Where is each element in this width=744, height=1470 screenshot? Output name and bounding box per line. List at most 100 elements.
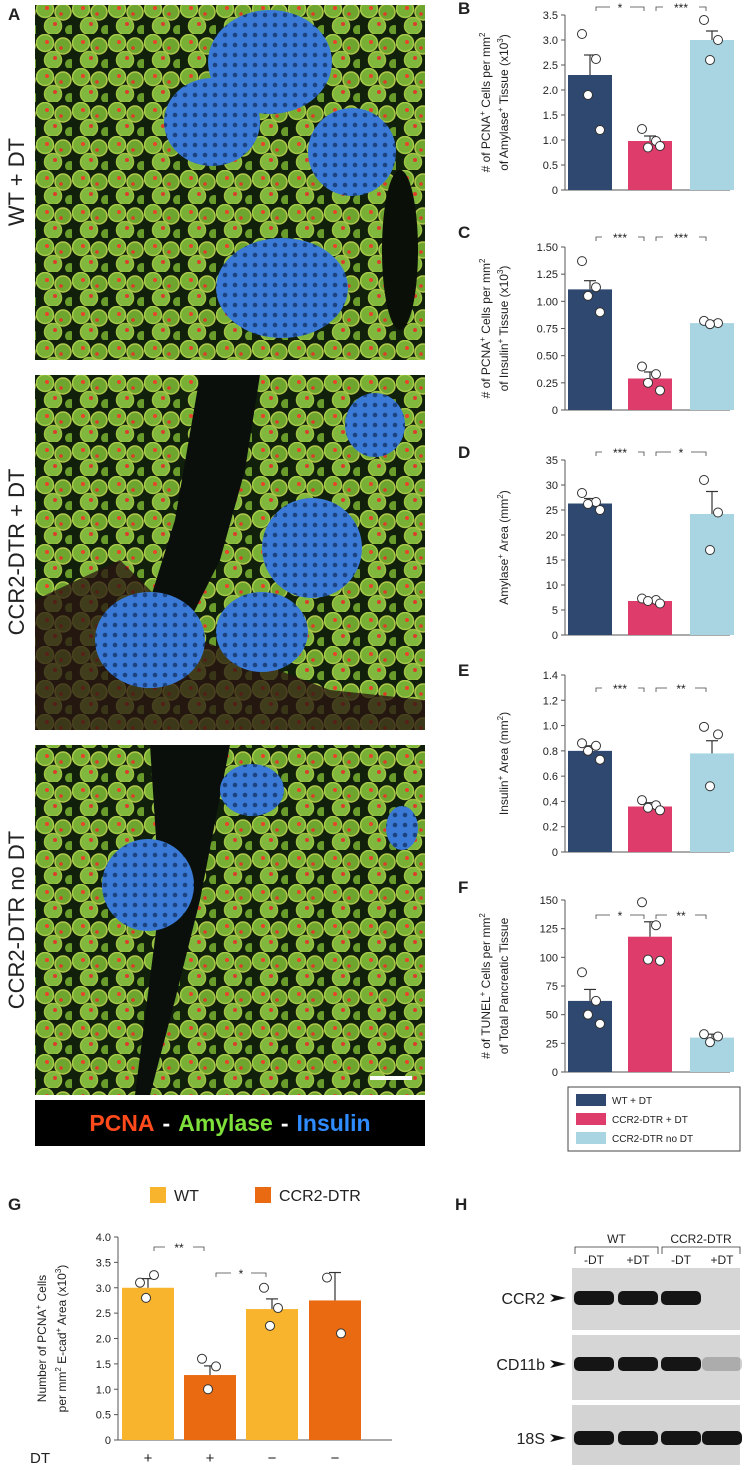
data-point — [591, 740, 601, 751]
label-part: of Amylase — [497, 112, 511, 171]
significance-label: * — [679, 446, 684, 460]
y-tick-label: 0.6 — [543, 771, 558, 783]
error-bar — [584, 280, 596, 290]
data-point — [705, 319, 715, 330]
y-tick-label: 1.5 — [96, 1359, 111, 1371]
y-tick-label: 1.0 — [96, 1384, 111, 1396]
superscript: 2 — [478, 913, 487, 918]
gel-band — [702, 1357, 742, 1371]
label-part: Area (x10 — [55, 1273, 69, 1328]
error-bar — [706, 740, 718, 754]
lane-label: +DT — [626, 1253, 650, 1267]
panel-label: D — [458, 443, 470, 462]
y-axis-label: of Amylase+ Tissue (x103) — [496, 34, 511, 171]
y-tick-label: 15 — [546, 555, 558, 567]
data-point — [259, 1282, 269, 1293]
significance-label: *** — [674, 1, 688, 15]
significance-label: *** — [613, 231, 627, 245]
label-part: # of PCNA — [479, 342, 493, 399]
data-point — [655, 955, 665, 966]
x-tick-label: + — [144, 1450, 153, 1467]
bar — [309, 1300, 361, 1440]
micrograph — [35, 745, 425, 1095]
stain-name: - — [163, 1110, 171, 1136]
significance-bracket — [655, 687, 707, 692]
y-tick-label: 1.0 — [543, 721, 558, 733]
data-point — [577, 488, 587, 498]
y-axis-label: per mm2 E-cad+ Area (x103) — [54, 1265, 69, 1413]
bar — [628, 601, 672, 635]
gel-group: CCR2-DTR — [670, 1232, 732, 1246]
label-part: ) — [497, 34, 511, 38]
legend-label: WT — [174, 1188, 199, 1205]
gel-band — [574, 1291, 614, 1305]
data-point — [583, 290, 593, 301]
gel-band — [661, 1357, 701, 1371]
superscript: 2 — [496, 715, 505, 720]
x-axis-label: DT — [30, 1450, 50, 1467]
gel-band — [618, 1291, 658, 1305]
bar — [690, 323, 734, 410]
data-point — [197, 1353, 207, 1364]
data-point — [322, 1272, 332, 1283]
y-tick-label: 0.75 — [537, 324, 558, 336]
condition-label: WT + DT — [4, 138, 29, 226]
gel-band — [574, 1357, 614, 1371]
superscript: 3 — [496, 269, 505, 274]
data-point — [699, 15, 709, 25]
stain-legend: PCNA - Amylase - Insulin — [89, 1110, 370, 1136]
condition-label: CCR2-DTR + DT — [4, 469, 29, 636]
data-point — [583, 499, 593, 509]
label-part: of Insulin — [497, 343, 511, 391]
significance-bracket — [655, 451, 707, 456]
significance-bracket — [595, 914, 645, 919]
y-tick-label: 2.0 — [96, 1334, 111, 1346]
data-point — [203, 1384, 213, 1395]
data-point — [637, 124, 647, 134]
error-bar — [644, 135, 656, 141]
label-part: ) — [497, 266, 511, 270]
gel-row-label: 18S — [517, 1431, 545, 1448]
y-tick-label: 1.25 — [537, 269, 558, 281]
data-point — [655, 385, 665, 396]
superscript: + — [496, 775, 505, 780]
stain-legend-bg — [35, 1100, 425, 1146]
label-part: per mm — [55, 1372, 69, 1413]
y-tick-label: 0.5 — [543, 160, 558, 172]
significance-label: *** — [674, 231, 688, 245]
superscript: 2 — [478, 32, 487, 37]
label-part: Cells per mm — [479, 918, 493, 992]
legend-swatch — [576, 1094, 606, 1106]
y-tick-label: 100 — [540, 952, 558, 964]
data-point — [651, 369, 661, 380]
label-part: # of PCNA — [479, 116, 493, 173]
label-part: E-cad — [55, 1333, 69, 1368]
data-point — [705, 781, 715, 792]
data-point — [595, 754, 605, 765]
superscript: + — [478, 991, 487, 996]
significance-label: * — [618, 909, 623, 923]
lane-label: -DT — [584, 1253, 605, 1267]
panel-label: A — [8, 5, 20, 24]
superscript: + — [478, 337, 487, 342]
y-tick-label: 0.8 — [543, 746, 558, 758]
y-tick-label: 1.50 — [537, 242, 558, 254]
stain-name: PCNA — [89, 1110, 154, 1136]
x-tick-label: − — [268, 1450, 277, 1467]
data-point — [211, 1361, 221, 1372]
y-tick-label: 125 — [540, 924, 558, 936]
data-point — [713, 507, 723, 518]
y-tick-label: 1.0 — [543, 135, 558, 147]
data-point — [135, 1277, 145, 1288]
superscript: 3 — [54, 1268, 63, 1273]
gel-band — [574, 1431, 614, 1445]
data-point — [577, 738, 587, 749]
data-point — [637, 897, 647, 908]
label-part: ) — [497, 490, 511, 494]
significance-bracket — [655, 6, 707, 11]
y-tick-label: 10 — [546, 580, 558, 592]
y-tick-label: 0 — [552, 630, 558, 642]
legend-swatch — [150, 1187, 166, 1203]
bar — [690, 753, 734, 852]
gel-band — [661, 1431, 701, 1445]
